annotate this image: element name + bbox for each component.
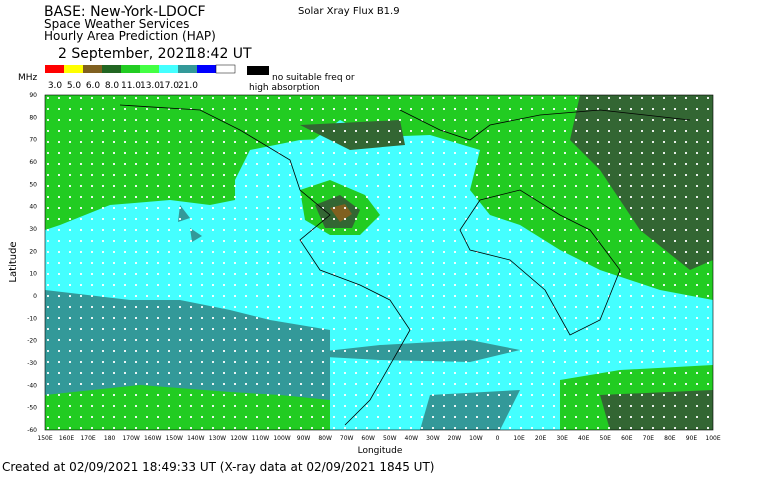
lat-tick-label: 20 — [29, 248, 37, 255]
time: 18:42 UT — [188, 46, 252, 62]
map-frame — [44, 94, 714, 431]
lon-tick-label: 140W — [187, 435, 204, 442]
legend-label: 8.0 — [105, 81, 120, 91]
legend-note: no suitable freq or — [272, 73, 355, 83]
legend-label: 21.0 — [178, 81, 198, 91]
flux: Solar Xray Flux B1.9 — [298, 6, 400, 17]
legend-label: 13.0 — [140, 81, 160, 91]
lon-tick-label: 20E — [535, 435, 547, 442]
lon-tick-label: 30W — [426, 435, 440, 442]
x-axis-label: Longitude — [358, 446, 403, 456]
lon-tick-label: 50W — [383, 435, 397, 442]
lat-tick-label: -10 — [27, 315, 37, 322]
lon-tick-label: 170E — [80, 435, 95, 442]
lat-tick-label: -60 — [27, 427, 37, 434]
lat-tick-label: 70 — [29, 137, 37, 144]
lon-tick-label: 70W — [340, 435, 354, 442]
footer: Created at 02/09/2021 18:49:33 UT (X-ray… — [2, 460, 434, 474]
lat-tick-label: 30 — [29, 226, 37, 233]
lat-tick-label: 90 — [29, 92, 37, 99]
lon-tick-label: 100W — [273, 435, 290, 442]
lon-tick-label: 90W — [297, 435, 311, 442]
lon-tick-label: 160E — [59, 435, 74, 442]
lon-tick-label: 100E — [705, 435, 720, 442]
legend-labels: 3.0 5.0 6.0 8.0 11.013.017.021.0 — [48, 81, 198, 91]
lat-tick-label: -50 — [27, 405, 37, 412]
lat-tick-label: 50 — [29, 181, 37, 188]
legend-label: 17.0 — [159, 81, 179, 91]
subtitle: Hourly Area Prediction (HAP) — [44, 29, 216, 43]
lat-tick-label: -40 — [27, 382, 37, 389]
lon-tick-label: 20W — [448, 435, 462, 442]
lon-tick-label: 10E — [513, 435, 525, 442]
lon-tick-label: 10W — [469, 435, 483, 442]
title: BASE: New-York-LDOCF — [44, 4, 206, 20]
lon-tick-label: 120W — [230, 435, 247, 442]
lon-tick-label: 60E — [621, 435, 633, 442]
lon-tick-label: 70E — [643, 435, 655, 442]
lat-tick-label: 60 — [29, 159, 37, 166]
y-axis-label: Latitude — [8, 241, 19, 282]
lon-tick-label: 160W — [144, 435, 161, 442]
lat-tick-label: 10 — [29, 271, 37, 278]
subtitle: Space Weather Services — [44, 17, 189, 31]
lon-tick-label: 0 — [496, 435, 500, 442]
lon-tick-label: 150E — [37, 435, 52, 442]
legend-note: high absorption — [249, 83, 320, 93]
lat-tick-label: 80 — [29, 114, 37, 121]
lat-tick-label: -20 — [27, 338, 37, 345]
lon-tick-label: 180 — [104, 435, 116, 442]
lon-tick-label: 150W — [166, 435, 183, 442]
legend-label: 5.0 — [67, 81, 82, 91]
lon-tick-label: 80W — [318, 435, 332, 442]
lat-ticks: 90 80 70 60 50 40 30 20 10 0 -10 -20 -30 -40 -50 -60 — [27, 92, 37, 434]
lat-tick-label: 0 — [33, 293, 37, 300]
lon-tick-label: 110W — [252, 435, 269, 442]
lon-tick-label: 130W — [209, 435, 226, 442]
lon-tick-label: 90E — [686, 435, 698, 442]
legend-label: 6.0 — [86, 81, 101, 91]
lon-tick-label: 40W — [405, 435, 419, 442]
lon-tick-label: 40E — [578, 435, 590, 442]
lon-tick-label: 80E — [664, 435, 676, 442]
map — [45, 95, 713, 430]
lat-tick-label: 40 — [29, 204, 37, 211]
legend-label: 3.0 — [48, 81, 63, 91]
lon-tick-label: 50E — [600, 435, 612, 442]
lon-tick-label: 60W — [361, 435, 375, 442]
lon-ticks: 150E 160E 170E 180 170W 160W 150W 140W 130W 120W 1… — [37, 435, 720, 442]
legend-unit: MHz — [18, 73, 38, 83]
lon-tick-label: 30E — [556, 435, 568, 442]
date: 2 September, 2021 — [58, 46, 193, 62]
lon-tick-label: 170W — [122, 435, 139, 442]
lat-tick-label: -30 — [27, 360, 37, 367]
legend-label: 11.0 — [121, 81, 141, 91]
legend — [45, 64, 269, 75]
